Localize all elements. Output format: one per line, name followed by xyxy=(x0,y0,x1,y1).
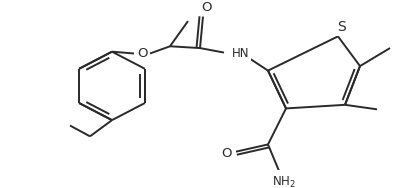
Text: S: S xyxy=(336,20,345,34)
Text: NH$_2$: NH$_2$ xyxy=(272,175,296,188)
Text: O: O xyxy=(201,1,211,14)
Text: O: O xyxy=(137,47,147,60)
Text: HN: HN xyxy=(232,47,249,60)
Text: O: O xyxy=(222,147,232,160)
